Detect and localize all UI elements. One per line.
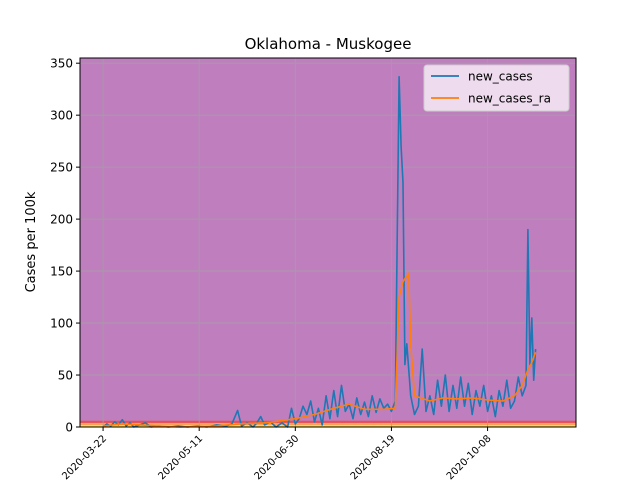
y-axis-label: Cases per 100k — [24, 191, 39, 292]
threshold-band-0 — [80, 424, 576, 427]
y-tick-label: 250 — [50, 161, 73, 175]
series-line-new_cases_ra — [103, 272, 537, 428]
chart-title: Oklahoma - Muskogee — [245, 35, 412, 53]
plot-frame — [79, 57, 577, 428]
legend: new_cases new_cases_ra — [423, 64, 570, 112]
x-tick-label: 2020-05-11 — [156, 433, 205, 480]
x-tick-label: 2020-10-08 — [445, 433, 494, 480]
y-tick-label: 300 — [50, 109, 73, 123]
plot-background-layer — [80, 58, 576, 427]
y-tick-label: 200 — [50, 213, 73, 227]
threshold-band-1 — [80, 422, 576, 425]
legend-label-new_cases: new_cases — [468, 70, 533, 84]
y-tick-label: 350 — [50, 57, 73, 71]
x-tick-label: 2020-08-19 — [349, 433, 398, 480]
x-axis-ticks: 2020-03-22 2020-05-11 2020-06-30 2020-08-19… — [60, 427, 494, 482]
legend-box — [423, 64, 570, 112]
threshold-band-2 — [80, 420, 576, 423]
y-tick-label: 50 — [58, 369, 73, 383]
x-tick-label: 2020-03-22 — [60, 433, 109, 480]
x-tick-label: 2020-06-30 — [253, 433, 302, 480]
y-axis-ticks: 0 50 100 150 200 250 300 350 — [50, 57, 80, 435]
legend-label-new_cases_ra: new_cases_ra — [468, 92, 551, 106]
y-tick-label: 150 — [50, 265, 73, 279]
y-tick-label: 100 — [50, 317, 73, 331]
y-tick-label: 0 — [65, 421, 73, 435]
plot-area-background — [80, 58, 576, 427]
